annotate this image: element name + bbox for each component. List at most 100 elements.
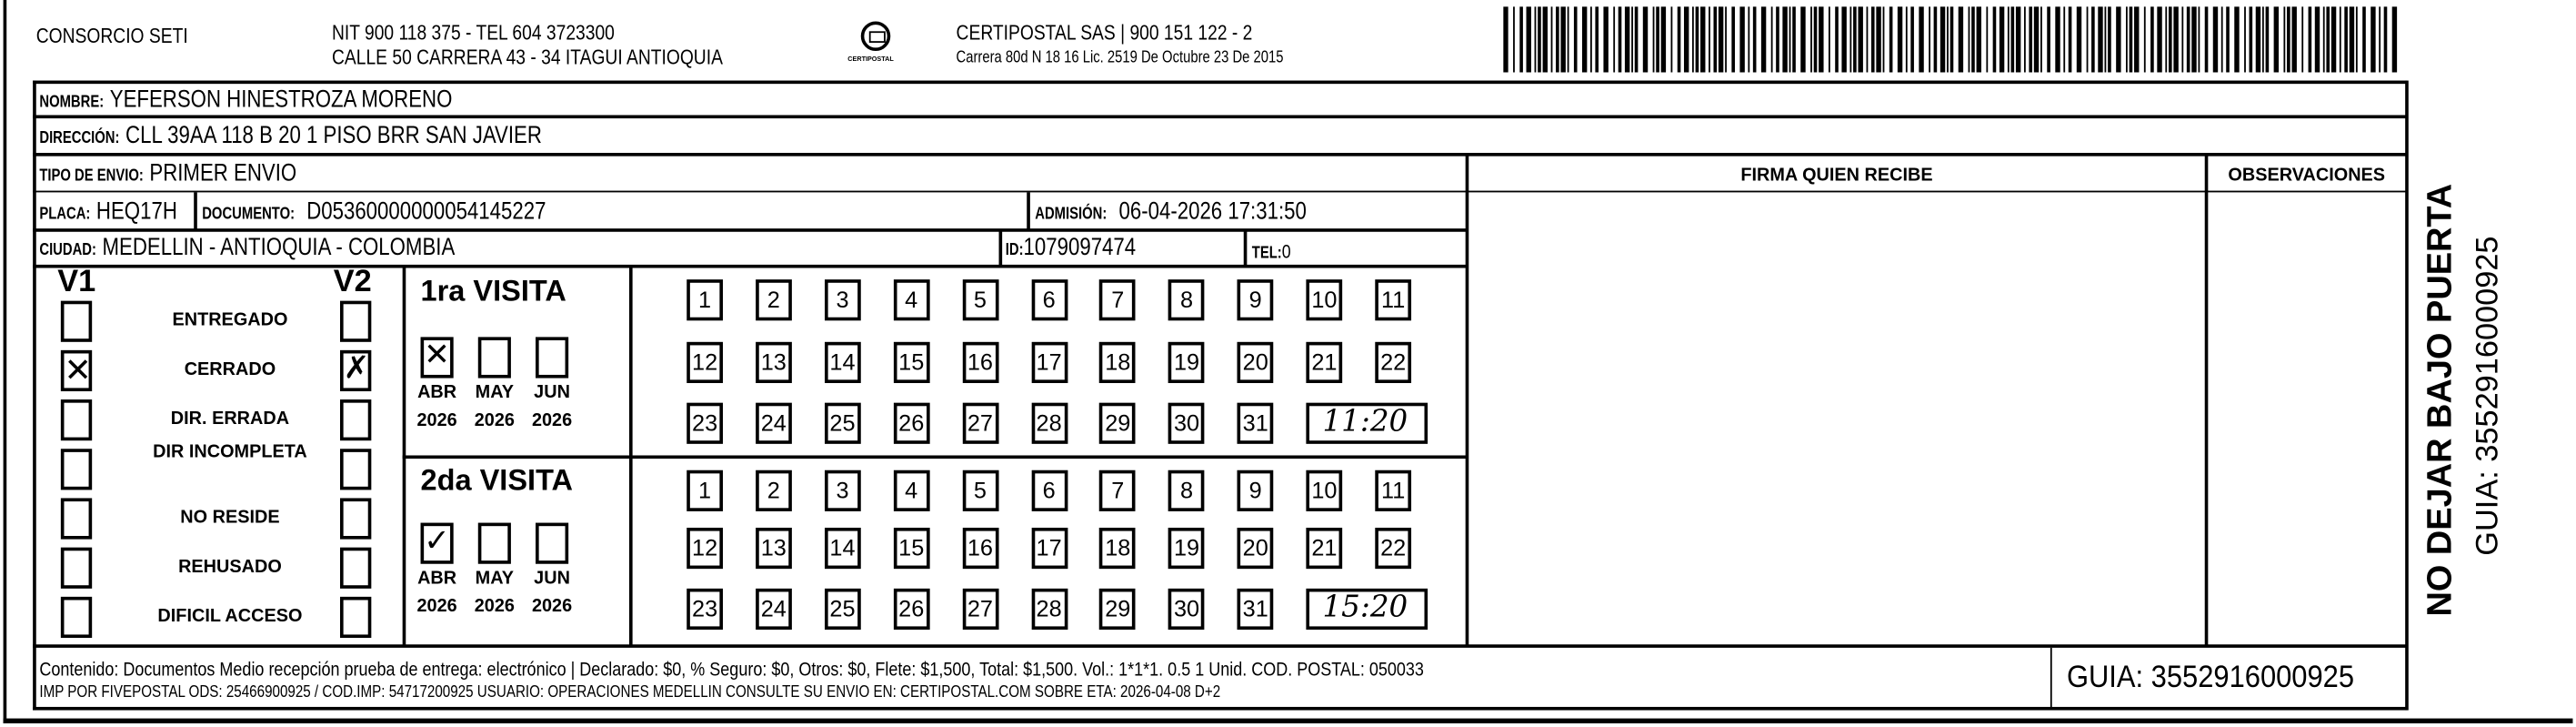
calendar-day[interactable]: 9	[1237, 470, 1274, 511]
time-box[interactable]	[1306, 588, 1428, 631]
v1-checkbox-entregado[interactable]	[60, 300, 93, 342]
v2-checkbox-no-reside[interactable]	[340, 498, 372, 540]
calendar-day[interactable]: 9	[1237, 279, 1274, 321]
calendar-day[interactable]: 7	[1099, 279, 1137, 321]
calendar-day[interactable]: 27	[962, 402, 998, 444]
calendar-day[interactable]: 18	[1099, 527, 1137, 570]
calendar-day[interactable]: 8	[1168, 279, 1205, 321]
calendar-day[interactable]: 23	[687, 588, 723, 631]
calendar-day[interactable]: 4	[893, 470, 930, 511]
rule	[33, 80, 36, 711]
calendar-day[interactable]: 17	[1030, 527, 1067, 570]
v1-checkbox-rehusado[interactable]	[60, 547, 93, 589]
barcode-bar	[2086, 6, 2089, 73]
calendar-day[interactable]: 29	[1099, 588, 1137, 631]
calendar-day[interactable]: 28	[1030, 402, 1067, 444]
barcode-bar	[1992, 6, 1997, 73]
calendar-day[interactable]: 15	[893, 341, 930, 383]
calendar-day[interactable]: 6	[1030, 470, 1067, 511]
calendar-day[interactable]: 16	[962, 341, 998, 383]
calendar-day[interactable]: 11	[1375, 470, 1412, 511]
calendar-day[interactable]: 25	[824, 402, 861, 444]
barcode-bar	[2265, 6, 2270, 73]
calendar-day[interactable]: 24	[755, 588, 792, 631]
calendar-day[interactable]: 13	[755, 527, 792, 570]
calendar-day[interactable]: 30	[1168, 588, 1205, 631]
calendar-day[interactable]: 7	[1099, 470, 1137, 511]
calendar-day[interactable]: 31	[1237, 402, 1274, 444]
calendar-day[interactable]: 22	[1375, 341, 1412, 383]
calendar-day[interactable]: 16	[962, 527, 998, 570]
barcode-bar	[2220, 6, 2223, 73]
v2-checkbox-dificil-acceso[interactable]	[340, 596, 372, 639]
time-box[interactable]	[1306, 402, 1428, 444]
calendar-day[interactable]: 23	[687, 402, 723, 444]
month-checkbox-may[interactable]	[477, 522, 511, 564]
calendar-day[interactable]: 5	[962, 470, 998, 511]
calendar-day[interactable]: 19	[1168, 527, 1205, 570]
calendar-day[interactable]: 2	[755, 470, 792, 511]
v1-checkbox-dir-errada[interactable]	[60, 399, 93, 441]
v2-checkbox-entregado[interactable]	[340, 300, 372, 342]
calendar-day[interactable]: 19	[1168, 341, 1205, 383]
calendar-day[interactable]: 21	[1306, 341, 1343, 383]
calendar-day[interactable]: 18	[1099, 341, 1137, 383]
calendar-day[interactable]: 5	[962, 279, 998, 321]
v1-checkbox-dir-incompleta[interactable]	[60, 449, 93, 490]
calendar-day[interactable]: 13	[755, 341, 792, 383]
v1-checkbox-no-reside[interactable]	[60, 498, 93, 540]
barcode-bar	[1841, 6, 1847, 73]
calendar-day[interactable]: 2	[755, 279, 792, 321]
calendar-day[interactable]: 31	[1237, 588, 1274, 631]
calendar-day[interactable]: 1	[687, 279, 723, 321]
calendar-day[interactable]: 1	[687, 470, 723, 511]
month-checkbox-abr[interactable]: ✓	[420, 522, 454, 564]
calendar-day[interactable]: 20	[1237, 527, 1274, 570]
admision-field: ADMISIÓN: 06-04-2026 17:31:50	[1035, 197, 1307, 227]
calendar-day[interactable]: 29	[1099, 402, 1137, 444]
calendar-day[interactable]: 4	[893, 279, 930, 321]
calendar-day[interactable]: 21	[1306, 527, 1343, 570]
barcode-bar	[1889, 6, 1893, 73]
calendar-day[interactable]: 6	[1030, 279, 1067, 321]
calendar-day[interactable]: 27	[962, 588, 998, 631]
v2-checkbox-dir-incompleta[interactable]	[340, 449, 372, 490]
v1-checkbox-dificil-acceso[interactable]	[60, 596, 93, 639]
calendar-day[interactable]: 12	[687, 341, 723, 383]
calendar-day[interactable]: 25	[824, 588, 861, 631]
id-label: ID:	[1005, 241, 1024, 260]
v2-checkbox-cerrado[interactable]: ✗	[340, 349, 372, 392]
visit-title: 2da VISITA	[420, 463, 574, 497]
barcode-bar	[2157, 6, 2162, 73]
observations-area[interactable]	[2208, 192, 2405, 644]
month-checkbox-abr[interactable]: ✕	[420, 337, 454, 379]
calendar-day[interactable]: 11	[1375, 279, 1412, 321]
v1-checkbox-cerrado[interactable]: ✕	[60, 349, 93, 392]
calendar-day[interactable]: 8	[1168, 470, 1205, 511]
month-checkbox-jun[interactable]	[536, 522, 569, 564]
admision-label: ADMISIÓN:	[1035, 205, 1108, 224]
calendar-day[interactable]: 24	[755, 402, 792, 444]
calendar-day[interactable]: 22	[1375, 527, 1412, 570]
calendar-day[interactable]: 20	[1237, 341, 1274, 383]
calendar-day[interactable]: 14	[824, 527, 861, 570]
month-checkbox-jun[interactable]	[536, 337, 569, 379]
v2-checkbox-dir-errada[interactable]	[340, 399, 372, 441]
calendar-day[interactable]: 26	[893, 402, 930, 444]
calendar-day[interactable]: 30	[1168, 402, 1205, 444]
calendar-day[interactable]: 15	[893, 527, 930, 570]
calendar-day[interactable]: 26	[893, 588, 930, 631]
calendar-day[interactable]: 28	[1030, 588, 1067, 631]
calendar-day[interactable]: 3	[824, 470, 861, 511]
calendar-day[interactable]: 12	[687, 527, 723, 570]
calendar-day[interactable]: 17	[1030, 341, 1067, 383]
v2-checkbox-rehusado[interactable]	[340, 547, 372, 589]
calendar-day[interactable]: 10	[1306, 470, 1343, 511]
admision-value: 06-04-2026 17:31:50	[1118, 197, 1307, 226]
month-checkbox-may[interactable]	[477, 337, 511, 379]
signature-area[interactable]	[1468, 192, 2204, 644]
calendar-day[interactable]: 3	[824, 279, 861, 321]
status-option-label: CERRADO	[184, 359, 276, 380]
calendar-day[interactable]: 10	[1306, 279, 1343, 321]
calendar-day[interactable]: 14	[824, 341, 861, 383]
